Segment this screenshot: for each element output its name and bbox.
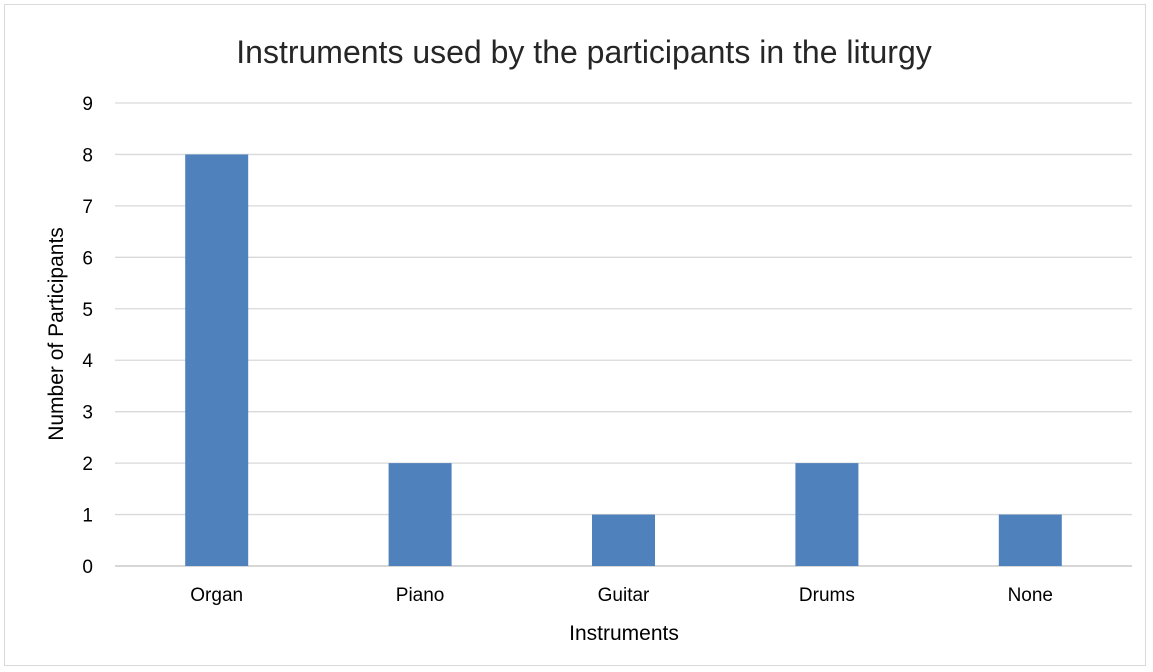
y-tick-label: 8 [82,145,93,166]
x-axis-ticks: Organ Piano Guitar Drums None [190,585,1053,606]
bar-piano [388,463,452,566]
x-tick-label: Guitar [598,585,650,606]
x-tick-label: Organ [190,585,243,606]
y-tick-label: 2 [82,454,93,475]
y-tick-label: 6 [82,248,93,269]
bar-none [998,514,1062,566]
bar-drums [795,463,859,566]
y-tick-label: 0 [82,557,93,578]
chart-title: Instruments used by the participants in … [236,34,931,70]
bar-guitar [592,514,655,566]
gridlines [115,102,1132,567]
x-tick-label: Drums [799,585,855,606]
y-axis-ticks: 0 1 2 3 4 5 6 7 8 9 [82,94,93,578]
y-axis-title: Number of Participants [45,227,68,441]
x-tick-label: None [1008,585,1053,606]
bars [185,154,1062,566]
y-tick-label: 7 [82,197,93,218]
x-axis-title: Instruments [569,622,679,645]
bar-organ [185,154,249,566]
y-tick-label: 9 [82,94,93,115]
y-tick-label: 3 [82,403,93,424]
y-tick-label: 5 [82,300,93,321]
y-tick-label: 4 [82,351,93,372]
y-tick-label: 1 [82,506,93,527]
x-tick-label: Piano [396,585,445,606]
